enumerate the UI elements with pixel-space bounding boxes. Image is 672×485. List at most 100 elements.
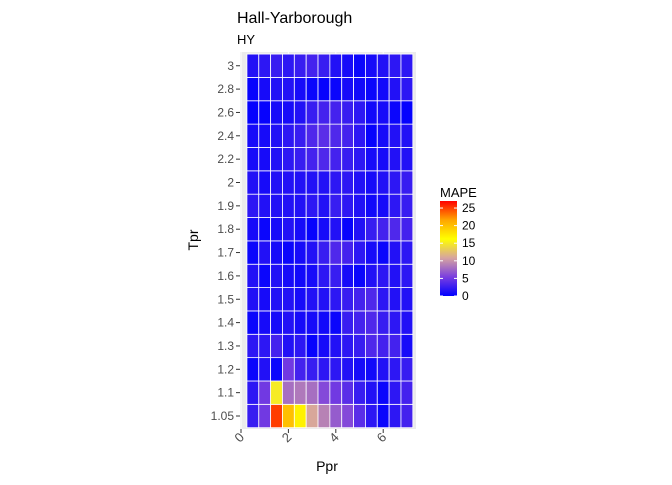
y-tick-label: 1.3 [217, 339, 234, 353]
heatmap-tile [329, 403, 343, 429]
heatmap-tile [258, 77, 272, 102]
y-tick-label: 1.1 [217, 386, 234, 400]
heatmap-tile [376, 193, 390, 218]
legend: MAPE 0 5 10 15 20 25 [440, 185, 477, 303]
heatmap-tile [270, 77, 283, 102]
heatmap-tile [400, 170, 414, 195]
heatmap-tile [246, 147, 260, 172]
heatmap-tile [317, 333, 331, 359]
heatmap-tile [353, 170, 366, 195]
heatmap-tile [365, 263, 378, 288]
heatmap-tile [270, 170, 283, 195]
heatmap-tile [365, 310, 378, 335]
heatmap-tile [317, 263, 331, 288]
heatmap-tile [365, 240, 378, 265]
heatmap-tile [258, 357, 272, 382]
heatmap-tile [317, 193, 331, 218]
legend-tick-label: 15 [462, 236, 476, 250]
heatmap-tile [388, 380, 402, 405]
heatmap-tile [282, 217, 295, 242]
heatmap-tile [246, 263, 260, 288]
heatmap-tile [400, 380, 414, 405]
heatmap-tile [293, 100, 307, 125]
heatmap-tile [317, 217, 331, 242]
x-axis-label: Ppr [316, 458, 338, 474]
heatmap-tile [376, 100, 390, 125]
heatmap-tile [400, 403, 414, 429]
heatmap-tile [365, 217, 378, 242]
heatmap-tile [282, 310, 295, 335]
heatmap-tile [388, 263, 402, 288]
heatmap-tile [341, 123, 354, 148]
heatmap-tile [341, 310, 354, 335]
heatmap-tile [246, 357, 260, 382]
legend-colorbar [440, 201, 457, 296]
y-tick-label: 2 [227, 176, 234, 190]
heatmap-tile [317, 123, 331, 148]
heatmap-tile [282, 403, 295, 429]
heatmap-tile [365, 333, 378, 359]
heatmap-tile [282, 53, 295, 78]
heatmap-tile [293, 240, 307, 265]
y-tick-label: 1.4 [217, 316, 234, 330]
y-tick-label: 2.6 [217, 105, 234, 119]
heatmap-tile [282, 263, 295, 288]
heatmap-tile [341, 380, 354, 405]
heatmap-tile [282, 77, 295, 102]
heatmap-tile [353, 123, 366, 148]
heatmap-tile [282, 240, 295, 265]
heatmap-tile [329, 263, 343, 288]
heatmap-tile [305, 403, 319, 429]
heatmap-tile [282, 100, 295, 125]
heatmap-tile [270, 147, 283, 172]
heatmap-tile [388, 147, 402, 172]
heatmap-tile [282, 170, 295, 195]
chart-title: Hall-Yarborough [237, 10, 352, 27]
x-tick-label: 0 [231, 430, 247, 446]
heatmap-tile [353, 403, 366, 429]
heatmap-tile [246, 123, 260, 148]
heatmap-tile [329, 100, 343, 125]
heatmap-tile [317, 403, 331, 429]
y-axis-label: Tpr [185, 229, 201, 250]
heatmap-tile [400, 53, 414, 78]
heatmap-tile [400, 287, 414, 312]
heatmap-tile [293, 380, 307, 405]
y-tick-label: 1.7 [217, 246, 234, 260]
legend-tick-label: 0 [462, 289, 469, 303]
heatmap-tile [341, 357, 354, 382]
heatmap-tile [388, 403, 402, 429]
heatmap-tile [282, 193, 295, 218]
heatmap-tile [365, 380, 378, 405]
chart-subtitle: HY [237, 32, 255, 47]
heatmap-tile [258, 263, 272, 288]
heatmap-tile [376, 357, 390, 382]
heatmap-tile [305, 147, 319, 172]
heatmap-tile [246, 100, 260, 125]
heatmap-tile [329, 77, 343, 102]
legend-tick-label: 25 [462, 201, 476, 215]
heatmap-tile [270, 287, 283, 312]
heatmap-tile [400, 263, 414, 288]
heatmap-tile [293, 217, 307, 242]
heatmap-tile [305, 100, 319, 125]
heatmap-tile [305, 240, 319, 265]
y-tick-label: 1.5 [217, 292, 234, 306]
heatmap-tile [376, 240, 390, 265]
heatmap-tile [293, 287, 307, 312]
heatmap-tile [329, 287, 343, 312]
heatmap-tile [282, 380, 295, 405]
heatmap-tile [341, 100, 354, 125]
heatmap-tile [353, 217, 366, 242]
heatmap-tile [341, 53, 354, 78]
heatmap-tile [258, 170, 272, 195]
heatmap-tile [317, 380, 331, 405]
heatmap-tile [258, 333, 272, 359]
heatmap-tile [270, 380, 283, 405]
heatmap-tile [270, 263, 283, 288]
heatmap-tile [305, 333, 319, 359]
heatmap-tile [293, 123, 307, 148]
heatmap-tile [341, 263, 354, 288]
heatmap-tile [270, 333, 283, 359]
